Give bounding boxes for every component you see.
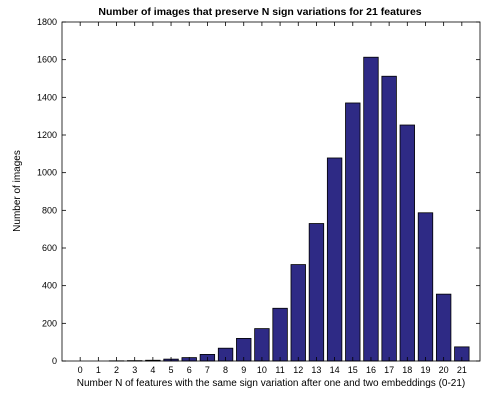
x-axis-label: Number N of features with the same sign … xyxy=(77,378,466,389)
x-tick-label: 6 xyxy=(187,365,192,375)
bar-13 xyxy=(308,223,325,362)
bar-14 xyxy=(326,157,343,362)
x-tick-label: 21 xyxy=(457,365,467,375)
x-tick-label: 1 xyxy=(96,365,101,375)
x-tick-label: 5 xyxy=(169,365,174,375)
y-tick-label: 1200 xyxy=(37,130,57,140)
x-tick-label: 20 xyxy=(439,365,449,375)
bar-11 xyxy=(272,307,288,362)
bars-group xyxy=(108,56,470,362)
x-tick-label: 15 xyxy=(348,365,358,375)
x-tick-label: 19 xyxy=(420,365,430,375)
x-tick-label: 8 xyxy=(223,365,228,375)
x-tick-label: 10 xyxy=(257,365,267,375)
x-tick-label: 4 xyxy=(150,365,155,375)
x-tick-label: 16 xyxy=(366,365,376,375)
x-tick-label: 13 xyxy=(311,365,321,375)
x-tick-label: 2 xyxy=(114,365,119,375)
bar-12 xyxy=(290,264,306,362)
x-tick-label: 11 xyxy=(275,365,284,375)
y-tick-label: 600 xyxy=(42,243,57,253)
bar-19 xyxy=(417,212,434,362)
x-tick-label: 12 xyxy=(293,365,303,375)
y-tick-label: 0 xyxy=(52,356,57,366)
y-tick-label: 200 xyxy=(42,318,57,328)
bar-18 xyxy=(399,124,415,362)
y-tick-label: 1600 xyxy=(37,55,57,65)
bar-15 xyxy=(345,102,361,362)
y-tick-label: 400 xyxy=(42,281,57,291)
bar-10 xyxy=(254,328,270,362)
y-tick-label: 1800 xyxy=(37,17,57,27)
bar-16 xyxy=(363,56,379,362)
y-axis: 0 200 400 600 800 1000 1200 1400 1600 1800 xyxy=(37,17,480,366)
plot-area-frame xyxy=(61,21,481,362)
x-tick-label: 7 xyxy=(205,365,210,375)
x-axis: 0 1 2 3 4 5 6 7 8 9 10 11 12 13 14 15 16 17 18 19 20 21 xyxy=(78,22,467,375)
x-tick-label: 14 xyxy=(330,365,340,375)
y-tick-label: 1000 xyxy=(37,168,57,178)
y-axis-label: Number of images xyxy=(12,150,23,232)
x-tick-label: 18 xyxy=(402,365,412,375)
x-tick-label: 3 xyxy=(132,365,137,375)
y-tick-label: 800 xyxy=(42,205,57,215)
chart-title: Number of images that preserve N sign va… xyxy=(98,6,421,18)
bar-17 xyxy=(381,75,397,362)
y-tick-label: 1400 xyxy=(37,92,57,102)
x-tick-label: 0 xyxy=(78,365,83,375)
bar-20 xyxy=(435,293,452,362)
x-tick-label: 9 xyxy=(241,365,246,375)
x-tick-label: 17 xyxy=(384,365,394,375)
